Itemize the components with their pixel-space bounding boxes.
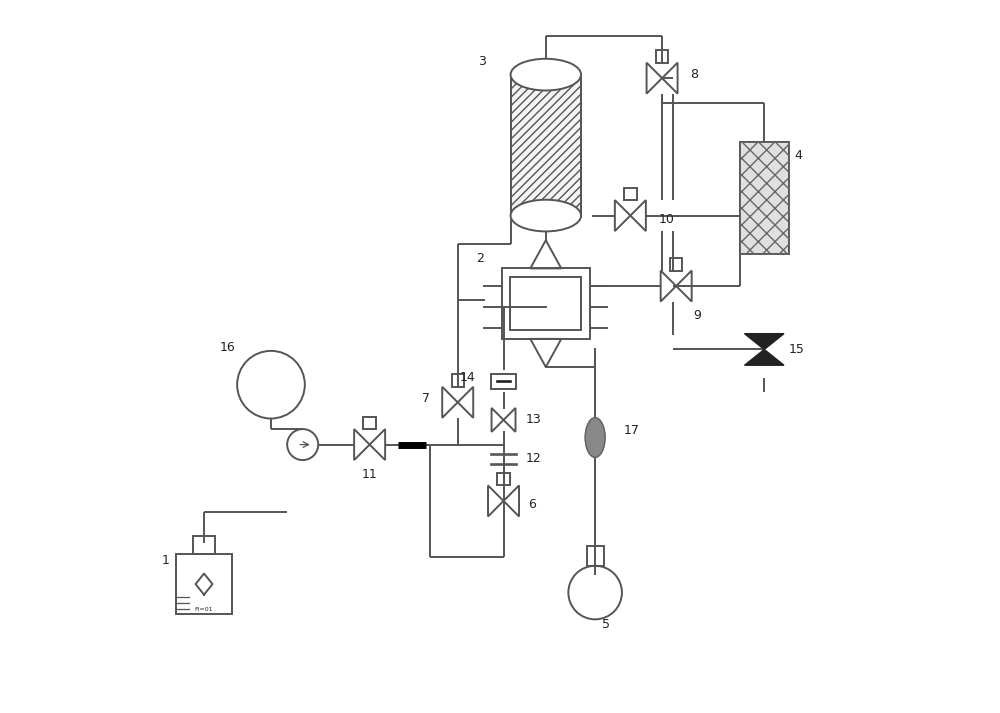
- Bar: [670, 258, 682, 270]
- Polygon shape: [745, 349, 784, 365]
- Bar: [363, 416, 376, 429]
- Bar: [497, 473, 510, 486]
- Text: 17: 17: [623, 424, 639, 437]
- Bar: [510, 277, 581, 330]
- Bar: [656, 50, 668, 63]
- Ellipse shape: [511, 58, 581, 91]
- Text: 1: 1: [161, 554, 169, 568]
- Text: 16: 16: [219, 341, 235, 354]
- Text: 3: 3: [478, 55, 486, 68]
- Bar: [502, 268, 590, 339]
- Bar: [740, 142, 789, 255]
- Bar: [193, 536, 215, 554]
- Text: 11: 11: [362, 468, 378, 481]
- Text: 4: 4: [795, 149, 802, 162]
- Bar: [740, 142, 789, 255]
- Text: 14: 14: [460, 371, 475, 384]
- Bar: [176, 554, 232, 614]
- Text: 5: 5: [602, 617, 610, 631]
- Text: 2: 2: [476, 252, 484, 265]
- Bar: [587, 546, 604, 566]
- Ellipse shape: [511, 200, 581, 232]
- Text: 12: 12: [526, 452, 542, 465]
- Text: 15: 15: [789, 343, 805, 356]
- Bar: [624, 188, 637, 200]
- Bar: [491, 374, 516, 389]
- Text: 10: 10: [659, 212, 674, 225]
- Text: 8: 8: [690, 68, 698, 81]
- Text: 13: 13: [526, 414, 542, 426]
- Bar: [511, 75, 581, 215]
- Polygon shape: [585, 418, 605, 457]
- Text: 9: 9: [693, 309, 701, 322]
- Text: 7: 7: [422, 392, 430, 405]
- Bar: [452, 374, 464, 386]
- Polygon shape: [745, 334, 784, 349]
- Text: FI=01: FI=01: [195, 607, 213, 612]
- Text: 6: 6: [528, 498, 536, 511]
- Polygon shape: [585, 418, 605, 457]
- Bar: [511, 75, 581, 215]
